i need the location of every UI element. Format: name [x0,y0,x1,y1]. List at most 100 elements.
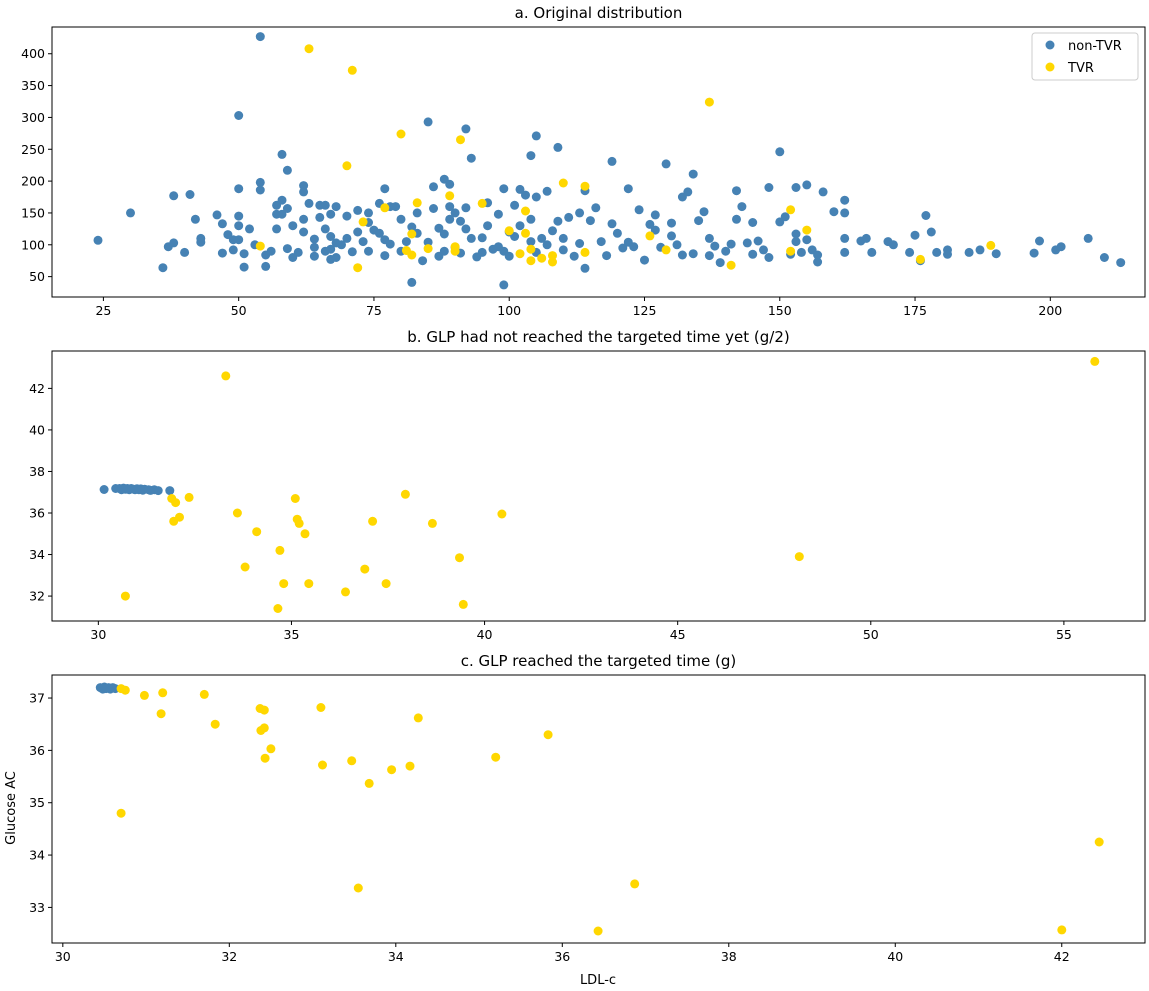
series-tvr [255,44,996,273]
data-point [591,203,601,213]
data-point [694,216,704,226]
data-point [775,147,785,157]
data-point [259,705,269,715]
plot-frame [51,26,1146,298]
data-point [423,117,433,127]
data-point [255,241,265,251]
data-point [299,214,309,224]
data-point [126,208,135,218]
data-point [477,198,487,208]
data-point [526,214,536,224]
data-point [158,688,168,698]
data-point [593,926,603,936]
data-point [401,237,411,247]
data-point [240,562,250,572]
data-point [290,494,300,503]
data-point [456,216,465,226]
data-point [326,244,336,254]
data-point [726,239,736,249]
data-point [504,251,514,261]
data-point [277,149,287,159]
data-point [537,233,547,243]
data-point [342,211,352,221]
y-tick-label: 250 [21,142,45,157]
data-point [618,243,628,253]
data-point [234,235,244,245]
x-tick-label: 75 [366,303,382,318]
data-point [466,153,476,163]
data-point [374,228,384,238]
data-point [504,226,514,236]
data-point [840,208,850,218]
x-axis-label: LDL-c [580,973,616,988]
data-point [331,202,341,212]
data-point [991,249,1001,259]
data-point [266,246,276,256]
data-point [439,229,449,239]
data-point [548,251,557,261]
x-tick-label: 150 [768,303,792,318]
data-point [288,221,298,231]
data-point [277,209,287,219]
data-point [975,245,985,255]
data-point [813,250,823,260]
data-point [548,226,557,236]
data-point [688,169,698,179]
data-point [261,261,271,271]
y-tick-label: 33 [29,900,45,915]
data-point [796,247,806,257]
data-point [667,218,676,228]
data-point [184,492,194,502]
data-point [341,587,350,597]
data-point [840,247,850,257]
data-point [715,258,725,268]
data-point [661,159,671,169]
data-point [294,518,304,528]
data-point [553,142,563,152]
data-point [786,205,796,215]
data-point [347,756,357,766]
data-point [169,238,179,248]
data-point [515,221,525,231]
data-point [368,516,378,526]
x-tick-label: 34 [388,949,404,964]
y-tick-label: 350 [21,78,45,93]
data-point [407,229,417,239]
data-point [553,216,563,226]
data-point [704,97,714,107]
data-point [802,180,812,190]
data-point [120,591,130,601]
data-point [199,689,209,699]
data-point [818,187,828,197]
data-point [391,202,401,212]
data-point [456,135,465,145]
data-point [526,244,536,254]
data-point [926,227,936,237]
y-tick-label: 38 [29,464,45,479]
legend-label-tvr: TVR [1067,61,1094,76]
data-point [407,222,417,232]
data-point [537,253,547,263]
data-point [580,247,590,257]
data-point [427,518,437,528]
data-point [153,486,163,496]
data-point [569,251,579,261]
data-point [650,210,660,220]
data-point [423,237,433,247]
data-point [165,486,175,496]
data-point [677,250,687,260]
data-point [234,111,244,120]
data-point [915,254,925,264]
data-point [1056,242,1066,252]
data-point [412,198,422,208]
data-point [300,529,310,539]
series-non-tvr [95,682,120,694]
x-tick-label: 32 [221,949,237,964]
data-point [1083,233,1093,243]
data-point [921,211,931,220]
data-point [645,231,655,241]
data-point [396,129,406,139]
data-point [293,247,303,257]
data-point [255,185,265,195]
y-tick-label: 300 [21,110,45,125]
